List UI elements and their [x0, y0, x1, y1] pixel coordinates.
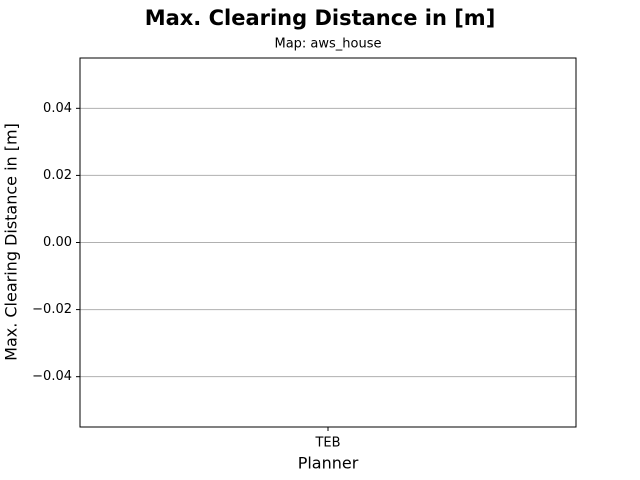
x-tick-label: TEB	[314, 436, 340, 451]
chart-title: Max. Clearing Distance in [m]	[145, 6, 496, 30]
y-tick-label: 0.00	[43, 235, 72, 250]
y-tick-label: −0.04	[32, 369, 72, 384]
x-axis-label: Planner	[298, 454, 359, 473]
chart-subtitle: Map: aws_house	[274, 37, 381, 52]
y-axis-label: Max. Clearing Distance in [m]	[2, 123, 21, 361]
y-tick-label: −0.02	[32, 302, 72, 317]
plot-frame	[79, 57, 577, 428]
y-tick-label: 0.02	[43, 168, 72, 183]
y-tick-label: 0.04	[43, 101, 72, 116]
